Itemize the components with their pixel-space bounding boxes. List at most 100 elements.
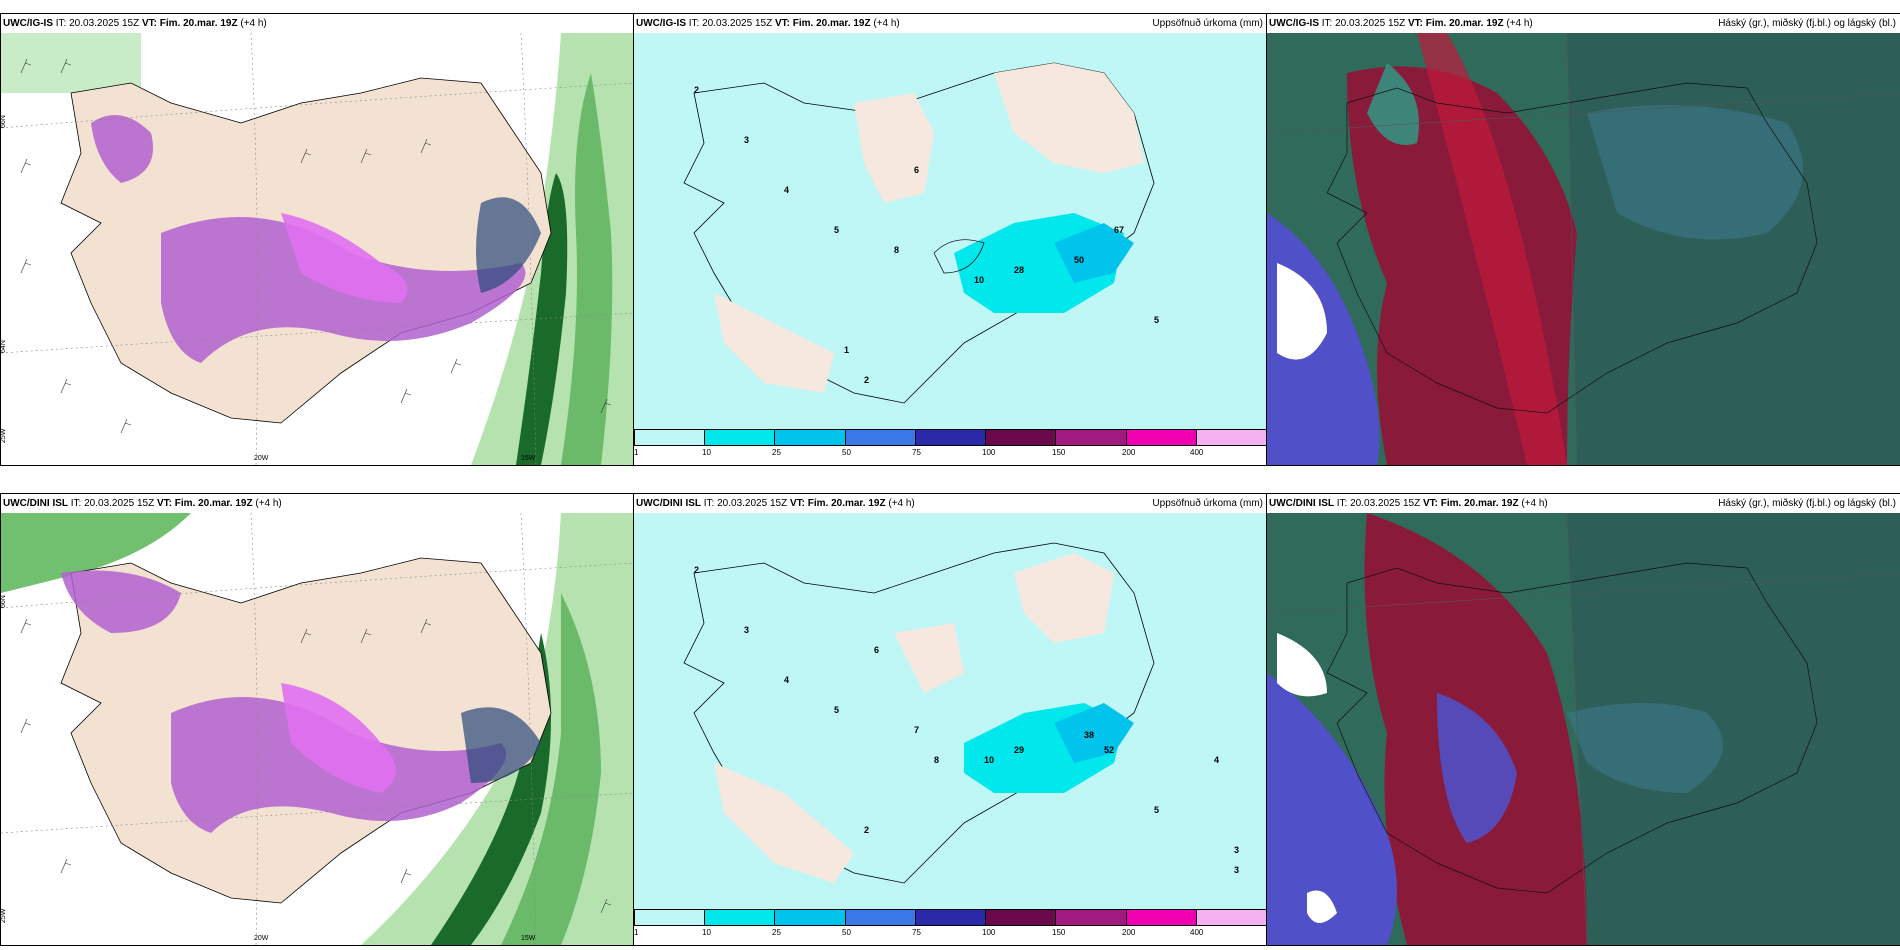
colorbar-label: 25: [772, 448, 781, 457]
init-time: IT: 20.03.2025 15Z: [688, 18, 773, 29]
precip-colorbar: 1 10 25 50 75 100 150 200 400: [634, 429, 1267, 465]
colorbar-label: 1: [634, 448, 639, 457]
model-name: UWC/DINI ISL: [3, 498, 68, 509]
colorbar-label: 100: [982, 928, 996, 937]
svg-text:15W: 15W: [521, 935, 536, 942]
lead-time: (+4 h): [255, 498, 282, 509]
svg-text:2: 2: [694, 85, 699, 95]
svg-text:5: 5: [834, 225, 839, 235]
cloud-cover-map: [1267, 33, 1900, 465]
colorbar-labels: 1 10 25 50 75 100 150 200 400: [634, 928, 1267, 942]
panel-header: UWC/IG-IS IT: 20.03.2025 15Z VT: Fim. 20…: [1, 14, 634, 33]
colorbar-cell: [986, 910, 1057, 925]
svg-text:6: 6: [914, 165, 919, 175]
cloud-cover-map: [1267, 513, 1900, 945]
colorbar-label: 10: [702, 448, 711, 457]
colorbar-cell: [635, 910, 706, 925]
colorbar-label: 100: [982, 448, 996, 457]
lead-time: (+4 h): [1521, 498, 1548, 509]
panel-precip-ig-is: UWC/IG-IS IT: 20.03.2025 15Z VT: Fim. 20…: [633, 13, 1268, 466]
svg-text:10: 10: [984, 755, 994, 765]
field-title: Háský (gr.), miðský (fj.bl.) og lágský (…: [1718, 18, 1896, 29]
panel-clouds-ig-is: UWC/IG-IS IT: 20.03.2025 15Z VT: Fim. 20…: [1266, 13, 1900, 466]
panel-header: UWC/DINI ISL IT: 20.03.2025 15Z VT: Fim.…: [1267, 494, 1900, 513]
colorbar-cell: [1056, 910, 1127, 925]
colorbar-cells: [634, 429, 1267, 446]
colorbar-cell: [845, 430, 916, 445]
colorbar-cell: [775, 430, 846, 445]
colorbar-label: 50: [842, 448, 851, 457]
svg-text:3: 3: [1234, 865, 1239, 875]
precip-rate-map: 66N 25W 20W 15W: [1, 513, 634, 945]
model-name: UWC/IG-IS: [3, 18, 53, 29]
svg-text:3: 3: [744, 135, 749, 145]
field-title: Uppsöfnuð úrkoma (mm): [1152, 498, 1263, 509]
lead-time: (+4 h): [873, 18, 900, 29]
svg-text:50: 50: [1074, 255, 1084, 265]
svg-text:8: 8: [894, 245, 899, 255]
colorbar-cell: [845, 910, 916, 925]
svg-text:28: 28: [1014, 265, 1024, 275]
lead-time: (+4 h): [1506, 18, 1533, 29]
init-time: IT: 20.03.2025 15Z: [1336, 498, 1421, 509]
valid-time: VT: Fim. 20.mar. 19Z: [1407, 18, 1504, 29]
svg-text:52: 52: [1104, 745, 1114, 755]
svg-text:20W: 20W: [254, 455, 269, 462]
svg-text:64N: 64N: [1, 340, 7, 353]
svg-text:4: 4: [784, 675, 789, 685]
svg-text:7: 7: [914, 725, 919, 735]
colorbar-label: 25: [772, 928, 781, 937]
model-name: UWC/DINI ISL: [1269, 498, 1334, 509]
panel-clouds-dini: UWC/DINI ISL IT: 20.03.2025 15Z VT: Fim.…: [1266, 493, 1900, 946]
valid-time: VT: Fim. 20.mar. 19Z: [141, 18, 238, 29]
svg-text:5: 5: [834, 705, 839, 715]
panel-precip-dini: UWC/DINI ISL IT: 20.03.2025 15Z VT: Fim.…: [633, 493, 1268, 946]
colorbar-cell: [915, 910, 987, 925]
panel-header: UWC/DINI ISL IT: 20.03.2025 15Z VT: Fim.…: [1, 494, 634, 513]
lead-time: (+4 h): [888, 498, 915, 509]
colorbar-cell: [1126, 910, 1197, 925]
colorbar-cell: [1196, 910, 1266, 925]
svg-text:10: 10: [974, 275, 984, 285]
colorbar-cell: [915, 430, 987, 445]
svg-text:20W: 20W: [254, 935, 269, 942]
colorbar-cell: [1056, 430, 1127, 445]
svg-text:38: 38: [1084, 730, 1094, 740]
svg-text:25W: 25W: [1, 428, 7, 443]
valid-time: VT: Fim. 20.mar. 19Z: [1422, 498, 1519, 509]
svg-text:5: 5: [1154, 315, 1159, 325]
svg-text:4: 4: [1214, 755, 1219, 765]
colorbar-label: 150: [1052, 448, 1066, 457]
svg-text:15W: 15W: [521, 455, 536, 462]
colorbar-label: 50: [842, 928, 851, 937]
init-time: IT: 20.03.2025 15Z: [55, 18, 140, 29]
colorbar-labels: 1 10 25 50 75 100 150 200 400: [634, 448, 1267, 462]
colorbar-label: 10: [702, 928, 711, 937]
svg-text:3: 3: [1234, 845, 1239, 855]
precip-colorbar: 1 10 25 50 75 100 150 200 400: [634, 909, 1267, 945]
svg-text:2: 2: [864, 375, 869, 385]
panel-rate-ig-is: UWC/IG-IS IT: 20.03.2025 15Z VT: Fim. 20…: [0, 13, 635, 466]
svg-text:4: 4: [784, 185, 789, 195]
svg-text:67: 67: [1114, 225, 1124, 235]
colorbar-cell: [635, 430, 706, 445]
colorbar-cell: [705, 910, 776, 925]
init-time: IT: 20.03.2025 15Z: [70, 498, 155, 509]
accumulated-precip-map: 2 3 4 5 6 7 8 10 29 38 52 5 3 3 2 4: [634, 513, 1267, 909]
colorbar-label: 400: [1190, 928, 1204, 937]
svg-text:8: 8: [934, 755, 939, 765]
svg-text:2: 2: [864, 825, 869, 835]
model-name: UWC/IG-IS: [1269, 18, 1319, 29]
colorbar-label: 75: [912, 448, 921, 457]
accumulated-precip-map: 2 3 4 5 6 8 10 28 50 67 5 2 1: [634, 33, 1267, 429]
colorbar-label: 200: [1122, 448, 1136, 457]
panel-header: UWC/IG-IS IT: 20.03.2025 15Z VT: Fim. 20…: [634, 14, 1267, 33]
model-name: UWC/IG-IS: [636, 18, 686, 29]
panel-rate-dini: UWC/DINI ISL IT: 20.03.2025 15Z VT: Fim.…: [0, 493, 635, 946]
valid-time: VT: Fim. 20.mar. 19Z: [156, 498, 253, 509]
lead-time: (+4 h): [240, 18, 267, 29]
colorbar-cell: [775, 910, 846, 925]
colorbar-label: 150: [1052, 928, 1066, 937]
svg-text:29: 29: [1014, 745, 1024, 755]
colorbar-label: 200: [1122, 928, 1136, 937]
